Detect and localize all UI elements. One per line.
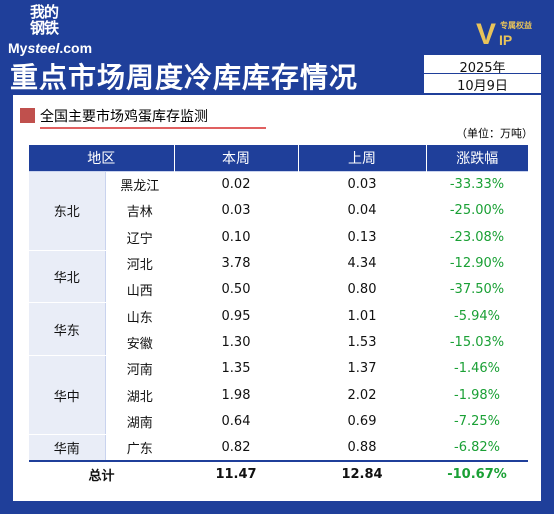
province-cell: 辽宁 bbox=[105, 223, 174, 251]
total-this-week: 11.47 bbox=[174, 460, 298, 489]
table-row: 华南 广东 0.82 0.88 -6.82% bbox=[29, 433, 528, 462]
this-week-cell: 0.03 bbox=[174, 197, 298, 225]
vip-ip: IP bbox=[499, 32, 513, 48]
change-cell: -33.33% bbox=[426, 170, 528, 199]
col-header-last-week: 上周 bbox=[297, 145, 426, 172]
table-row: 华东 山东 0.95 1.01 -5.94% bbox=[29, 302, 528, 357]
province-cell: 山西 bbox=[105, 276, 174, 304]
province-cell: 吉林 bbox=[105, 197, 174, 225]
change-cell: -1.98% bbox=[426, 381, 528, 409]
last-week-cell: 2.02 bbox=[298, 381, 426, 409]
col-header-region: 地区 bbox=[29, 145, 174, 172]
last-week-cell: 0.88 bbox=[298, 433, 426, 462]
table-row: 湖北 1.98 2.02 -1.98% bbox=[29, 381, 528, 409]
last-week-cell: 0.69 bbox=[298, 407, 426, 435]
province-cell: 广东 bbox=[105, 433, 174, 462]
date-box: 2025年 10月9日 bbox=[424, 55, 541, 94]
province-cell: 河北 bbox=[105, 249, 174, 278]
last-week-cell: 0.04 bbox=[298, 197, 426, 225]
province-cell: 黑龙江 bbox=[105, 170, 174, 199]
total-label: 总计 bbox=[29, 460, 174, 489]
this-week-cell: 3.78 bbox=[174, 249, 298, 278]
logo-en-italic: steel bbox=[27, 40, 60, 56]
total-change: -10.67% bbox=[426, 460, 528, 489]
vip-tag: 专属权益 bbox=[500, 21, 532, 30]
this-week-cell: 0.10 bbox=[174, 223, 298, 251]
col-header-this-week: 本周 bbox=[173, 145, 298, 172]
change-cell: -23.08% bbox=[426, 223, 528, 251]
vip-v: V bbox=[476, 18, 497, 51]
unit-label: （单位：万吨） bbox=[456, 127, 533, 140]
this-week-cell: 0.02 bbox=[174, 170, 298, 199]
table-row: 湖南 0.64 0.69 -7.25% bbox=[29, 407, 528, 435]
vip-badge[interactable]: V 专属权益 IP bbox=[476, 14, 546, 54]
last-week-cell: 4.34 bbox=[298, 249, 426, 278]
this-week-cell: 0.82 bbox=[174, 433, 298, 462]
last-week-cell: 0.13 bbox=[298, 223, 426, 251]
total-row: 总计 11.47 12.84 -10.67% bbox=[29, 460, 528, 489]
region-cell: 华南 bbox=[29, 433, 106, 462]
table-row: 安徽 1.30 1.53 -15.03% bbox=[29, 328, 528, 357]
date-year: 2025年 bbox=[459, 61, 506, 76]
table-row: 辽宁 0.10 0.13 -23.08% bbox=[29, 223, 528, 251]
change-cell: -6.82% bbox=[426, 433, 528, 462]
table-row: 华中 河南 1.35 1.37 -1.46% bbox=[29, 355, 528, 435]
inventory-table: 地区 本周 上周 涨跌幅 东北 黑龙江 0.02 0.03 -33.33% 吉林… bbox=[29, 145, 528, 489]
logo-en-suffix: .com bbox=[59, 40, 93, 56]
date-divider bbox=[424, 73, 541, 74]
last-week-cell: 1.37 bbox=[298, 355, 426, 383]
logo-cn-text: 我的钢铁 bbox=[29, 3, 59, 37]
change-cell: -12.90% bbox=[426, 249, 528, 278]
this-week-cell: 1.30 bbox=[174, 328, 298, 357]
this-week-cell: 1.35 bbox=[174, 355, 298, 383]
change-cell: -7.25% bbox=[426, 407, 528, 435]
province-cell: 湖北 bbox=[105, 381, 174, 409]
table-row: 华北 河北 3.78 4.34 -12.90% bbox=[29, 249, 528, 304]
region-cell: 华北 bbox=[29, 249, 106, 304]
this-week-cell: 0.64 bbox=[174, 407, 298, 435]
logo-en-text: Mysteel.com bbox=[8, 40, 92, 56]
table-header-row: 地区 本周 上周 涨跌幅 bbox=[29, 145, 528, 172]
change-cell: -15.03% bbox=[426, 328, 528, 357]
this-week-cell: 0.95 bbox=[174, 302, 298, 330]
province-cell: 湖南 bbox=[105, 407, 174, 435]
change-cell: -5.94% bbox=[426, 302, 528, 330]
province-cell: 河南 bbox=[105, 355, 174, 383]
change-cell: -25.00% bbox=[426, 197, 528, 225]
date-day: 10月9日 bbox=[457, 79, 508, 94]
table-row: 山西 0.50 0.80 -37.50% bbox=[29, 276, 528, 304]
section-title: 全国主要市场鸡蛋库存监测 bbox=[40, 109, 208, 125]
region-cell: 华中 bbox=[29, 355, 106, 435]
section-underline bbox=[40, 127, 266, 129]
last-week-cell: 1.01 bbox=[298, 302, 426, 330]
province-cell: 安徽 bbox=[105, 328, 174, 357]
province-cell: 山东 bbox=[105, 302, 174, 330]
this-week-cell: 1.98 bbox=[174, 381, 298, 409]
total-last-week: 12.84 bbox=[298, 460, 426, 489]
table-row: 吉林 0.03 0.04 -25.00% bbox=[29, 197, 528, 225]
table-row: 东北 黑龙江 0.02 0.03 -33.33% bbox=[29, 170, 528, 251]
last-week-cell: 1.53 bbox=[298, 328, 426, 357]
last-week-cell: 0.03 bbox=[298, 170, 426, 199]
change-cell: -1.46% bbox=[426, 355, 528, 383]
region-cell: 华东 bbox=[29, 302, 106, 357]
change-cell: -37.50% bbox=[426, 276, 528, 304]
col-header-change: 涨跌幅 bbox=[425, 145, 528, 172]
region-cell: 东北 bbox=[29, 171, 106, 251]
this-week-cell: 0.50 bbox=[174, 276, 298, 304]
last-week-cell: 0.80 bbox=[298, 276, 426, 304]
logo-en-prefix: My bbox=[8, 40, 28, 56]
page-title: 重点市场周度冷库库存情况 bbox=[10, 61, 359, 94]
section-marker-icon bbox=[20, 108, 35, 123]
